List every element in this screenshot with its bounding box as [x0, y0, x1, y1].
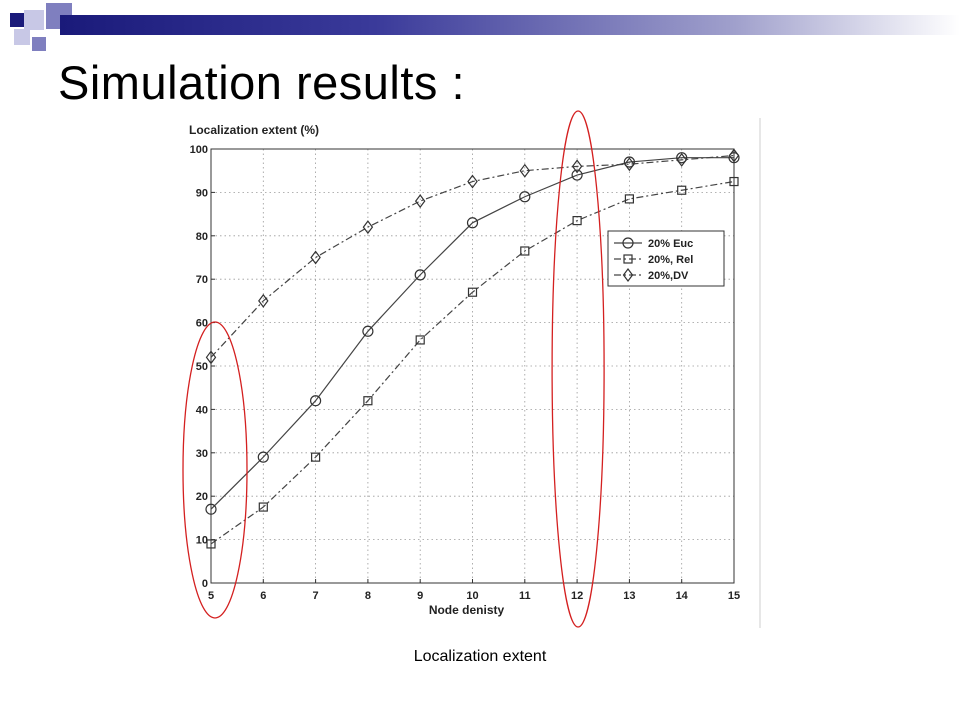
legend-box	[607, 230, 725, 287]
data-point-diamond	[258, 293, 269, 308]
data-point-diamond	[728, 148, 740, 163]
data-point-diamond	[622, 268, 634, 282]
x-tick-label: 9	[417, 590, 423, 602]
data-point-diamond	[676, 152, 687, 167]
y-tick-label: 50	[196, 361, 208, 373]
data-point-diamond	[519, 163, 531, 178]
x-tick-label: 12	[571, 590, 583, 602]
highlight-ellipse	[551, 110, 605, 628]
y-tick-label: 40	[196, 404, 208, 416]
x-tick-label: 5	[208, 590, 214, 602]
data-point-diamond	[310, 250, 321, 265]
data-point-circle	[310, 395, 322, 407]
y-tick-label: 70	[196, 274, 208, 286]
x-tick-label: 6	[260, 590, 266, 602]
data-point-diamond	[624, 157, 635, 172]
y-tick-label: 60	[196, 318, 208, 330]
series-diamond	[205, 148, 740, 365]
data-point-circle	[676, 152, 688, 164]
y-tick-label: 80	[196, 231, 208, 243]
data-point-square	[467, 287, 478, 297]
data-point-square	[520, 246, 530, 256]
data-point-circle	[205, 503, 217, 515]
data-point-circle	[414, 269, 426, 281]
x-tick-label: 13	[623, 590, 635, 602]
x-tick-label: 8	[365, 590, 371, 602]
data-point-circle	[362, 325, 374, 337]
data-point-circle	[623, 156, 636, 168]
header-square-mid-2	[32, 37, 46, 51]
slide-title: Simulation results :	[58, 56, 466, 109]
header-square-dark	[10, 13, 24, 27]
x-tick-label: 11	[519, 590, 531, 602]
data-point-diamond	[362, 220, 374, 235]
header-square-light	[24, 10, 44, 30]
legend-label: 20% Euc	[648, 238, 693, 250]
data-point-square	[258, 502, 268, 512]
data-point-square	[729, 176, 739, 187]
data-point-diamond	[205, 350, 217, 365]
data-point-square	[206, 539, 216, 549]
y-tick-label: 90	[196, 187, 208, 199]
x-tick-label: 7	[313, 590, 319, 602]
data-point-diamond	[571, 159, 583, 174]
slide-caption: Localization extent	[413, 648, 547, 665]
y-tick-label: 100	[190, 144, 208, 156]
x-tick-label: 10	[466, 590, 478, 602]
legend-label: 20%, Rel	[648, 254, 693, 266]
data-point-square	[572, 216, 582, 226]
series-circle	[205, 152, 740, 515]
x-tick-label: 15	[728, 590, 740, 602]
x-axis-label: Node denisty	[429, 603, 505, 617]
legend: 20% Euc 20%, Rel 20%,DV	[607, 230, 725, 287]
series-line	[210, 157, 734, 510]
header-gradient-bar	[60, 15, 960, 35]
data-point-circle	[257, 451, 269, 463]
y-tick-label: 10	[196, 535, 208, 547]
series-line	[210, 154, 735, 358]
data-point-square	[623, 254, 633, 264]
data-point-square	[363, 396, 373, 406]
series-line	[210, 180, 735, 545]
data-point-circle	[622, 237, 634, 249]
y-tick-label: 20	[196, 491, 208, 503]
data-point-circle	[519, 191, 531, 203]
data-point-circle	[571, 169, 583, 181]
data-point-square	[677, 185, 687, 195]
header-square-light-2	[14, 29, 30, 45]
data-point-diamond	[467, 174, 478, 189]
legend-label: 20%,DV	[648, 270, 689, 282]
data-point-square	[311, 452, 321, 462]
x-tick-label: 14	[676, 590, 689, 602]
data-point-square	[624, 194, 635, 204]
data-point-diamond	[414, 194, 426, 209]
highlight-ellipse	[182, 321, 248, 619]
data-point-circle	[728, 152, 740, 164]
y-tick-label: 0	[202, 578, 208, 590]
y-axis-label: Localization extent (%)	[189, 123, 319, 137]
data-point-circle	[466, 217, 479, 229]
data-point-square	[415, 335, 425, 345]
series-square	[206, 176, 739, 549]
y-tick-label: 30	[196, 448, 208, 460]
